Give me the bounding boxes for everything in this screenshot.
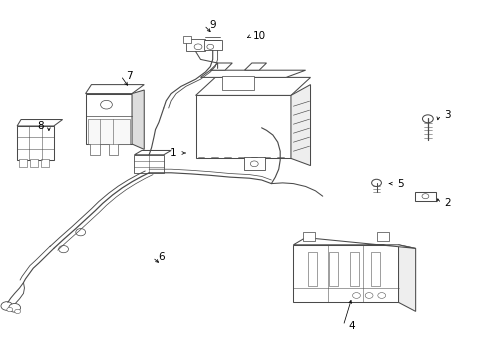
Polygon shape [85, 85, 144, 94]
Bar [243, 157, 264, 170]
Circle shape [59, 246, 68, 253]
Text: 2: 2 [443, 198, 450, 208]
Polygon shape [17, 120, 62, 126]
Circle shape [7, 307, 13, 312]
Text: 7: 7 [126, 71, 133, 81]
Text: 8: 8 [37, 121, 43, 131]
Bar [185, 39, 205, 51]
Bar [19, 159, 26, 167]
Bar [183, 36, 190, 43]
Bar [134, 155, 163, 173]
Polygon shape [398, 245, 415, 311]
Polygon shape [200, 70, 305, 77]
Polygon shape [293, 238, 415, 248]
Text: 5: 5 [397, 179, 404, 189]
Bar [17, 126, 54, 160]
Circle shape [365, 293, 372, 298]
Circle shape [371, 179, 381, 186]
Polygon shape [132, 90, 144, 149]
Bar [88, 119, 129, 144]
Bar [195, 95, 290, 158]
Polygon shape [290, 85, 310, 166]
Bar [293, 245, 398, 302]
Circle shape [421, 194, 428, 199]
Circle shape [194, 44, 202, 50]
Circle shape [377, 293, 385, 298]
Circle shape [76, 229, 85, 236]
Text: 6: 6 [158, 252, 164, 262]
Bar [203, 40, 221, 50]
Text: 1: 1 [170, 148, 177, 158]
Circle shape [9, 303, 20, 312]
Text: 10: 10 [252, 31, 265, 41]
Text: 3: 3 [443, 110, 450, 120]
Bar [108, 142, 118, 155]
Circle shape [15, 309, 20, 314]
Bar [349, 252, 358, 286]
Circle shape [101, 100, 112, 109]
Polygon shape [134, 150, 171, 155]
Text: 4: 4 [348, 321, 355, 331]
Text: 9: 9 [209, 20, 216, 30]
Bar [41, 159, 48, 167]
Circle shape [422, 115, 432, 123]
Bar [370, 252, 379, 286]
Circle shape [1, 302, 13, 310]
Bar [30, 159, 38, 167]
Polygon shape [195, 77, 310, 95]
Bar [222, 76, 254, 90]
Polygon shape [210, 63, 232, 70]
Bar [85, 94, 132, 144]
Polygon shape [244, 63, 266, 70]
Bar [376, 232, 388, 241]
Bar [303, 232, 314, 241]
Bar [307, 252, 316, 286]
Circle shape [206, 44, 213, 49]
Bar [328, 252, 337, 286]
Circle shape [250, 161, 258, 167]
Circle shape [352, 293, 360, 298]
Bar [90, 142, 100, 155]
Bar [414, 192, 435, 201]
